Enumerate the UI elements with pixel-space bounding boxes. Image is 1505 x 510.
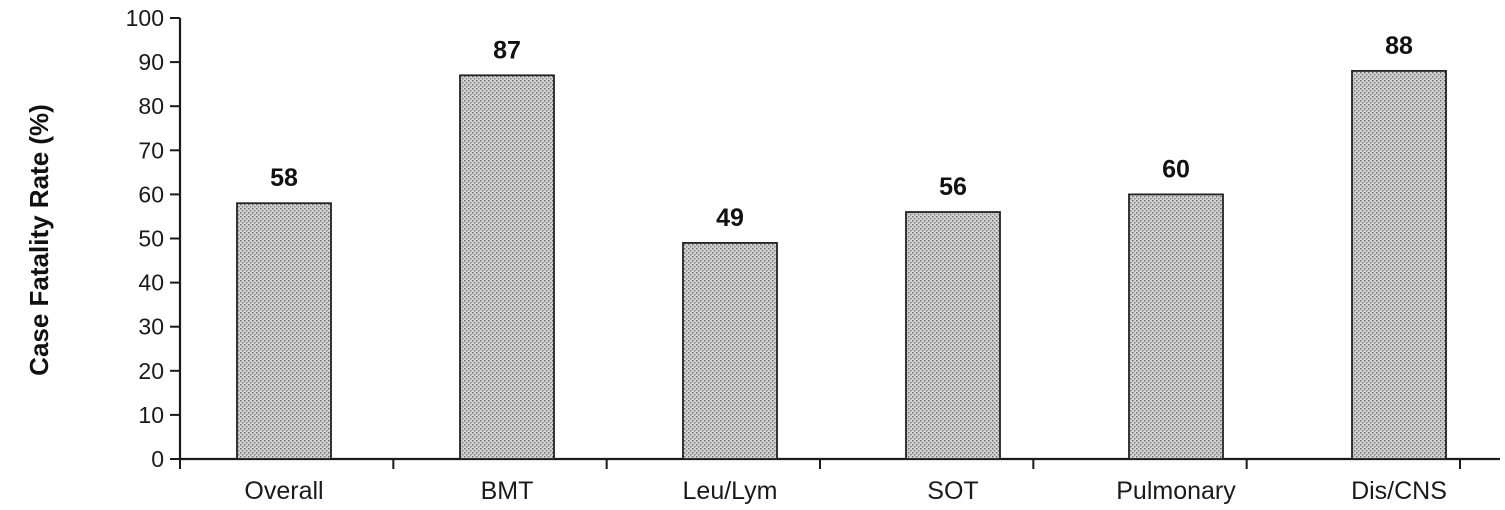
bar-dis-cns [1351,70,1447,460]
y-tick-label: 80 [138,93,164,119]
y-tick-label: 30 [138,314,164,340]
x-category-label: Pulmonary [1116,477,1236,505]
y-axis: 0 10 20 30 40 50 60 70 80 90 100 [126,5,182,472]
x-category-label: Dis/CNS [1351,477,1447,505]
x-axis: Overall BMT Leu/Lym SOT Pulmonary Dis/CNS [179,457,1500,505]
bar-overall [236,202,332,460]
y-tick-label: 70 [138,137,164,163]
bar-bmt [459,74,555,460]
y-tick-label: 90 [138,49,164,75]
y-tick-label: 50 [138,226,164,252]
bar-leu-lym [682,242,778,460]
y-axis-title: Case Fatality Rate (%) [24,104,54,376]
y-tick-label: 20 [138,358,164,384]
y-tick-label: 100 [126,5,164,31]
bar-sot [905,211,1001,460]
data-label: 49 [716,204,744,232]
y-tick-label: 0 [151,446,164,472]
data-label: 56 [939,173,967,201]
x-category-label: Leu/Lym [683,477,778,505]
y-tick-label: 40 [138,270,164,296]
bars [236,70,1447,460]
bar-pulmonary [1128,193,1224,460]
y-tick-label: 60 [138,181,164,207]
data-label: 58 [270,164,298,192]
x-category-label: BMT [481,477,534,505]
data-label: 87 [493,36,521,64]
data-label: 60 [1162,155,1190,183]
y-tick-label: 10 [138,402,164,428]
data-label: 88 [1385,32,1413,60]
x-category-label: SOT [927,477,978,505]
data-labels: 58 87 49 56 60 88 [270,32,1413,232]
x-category-label: Overall [244,477,323,505]
